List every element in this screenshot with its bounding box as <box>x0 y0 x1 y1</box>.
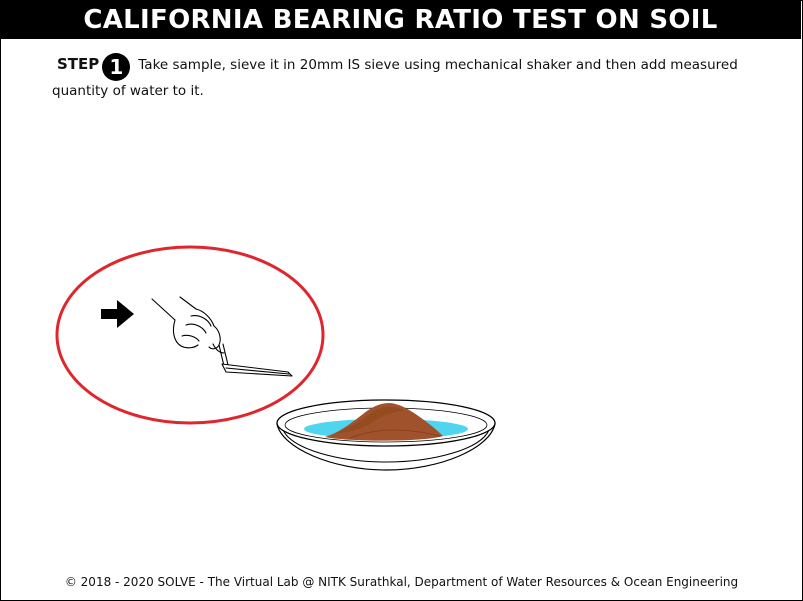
highlight-ellipse <box>55 245 325 425</box>
step-label: STEP <box>57 55 100 73</box>
arrow-right-icon[interactable] <box>101 300 134 328</box>
step-number-badge: 1 <box>102 53 131 81</box>
footer-copyright: © 2018 - 2020 SOLVE - The Virtual Lab @ … <box>64 575 739 589</box>
dish-with-soil-icon[interactable] <box>276 399 496 471</box>
hand-with-trowel-icon[interactable] <box>151 296 293 377</box>
page-title: CALIFORNIA BEARING RATIO TEST ON SOIL <box>83 4 718 35</box>
title-bar: CALIFORNIA BEARING RATIO TEST ON SOIL <box>0 0 801 39</box>
step-text: Take sample, sieve it in 20mm IS sieve u… <box>52 57 738 99</box>
step-instruction: STEP 1 Take sample, sieve it in 20mm IS si… <box>52 53 787 102</box>
